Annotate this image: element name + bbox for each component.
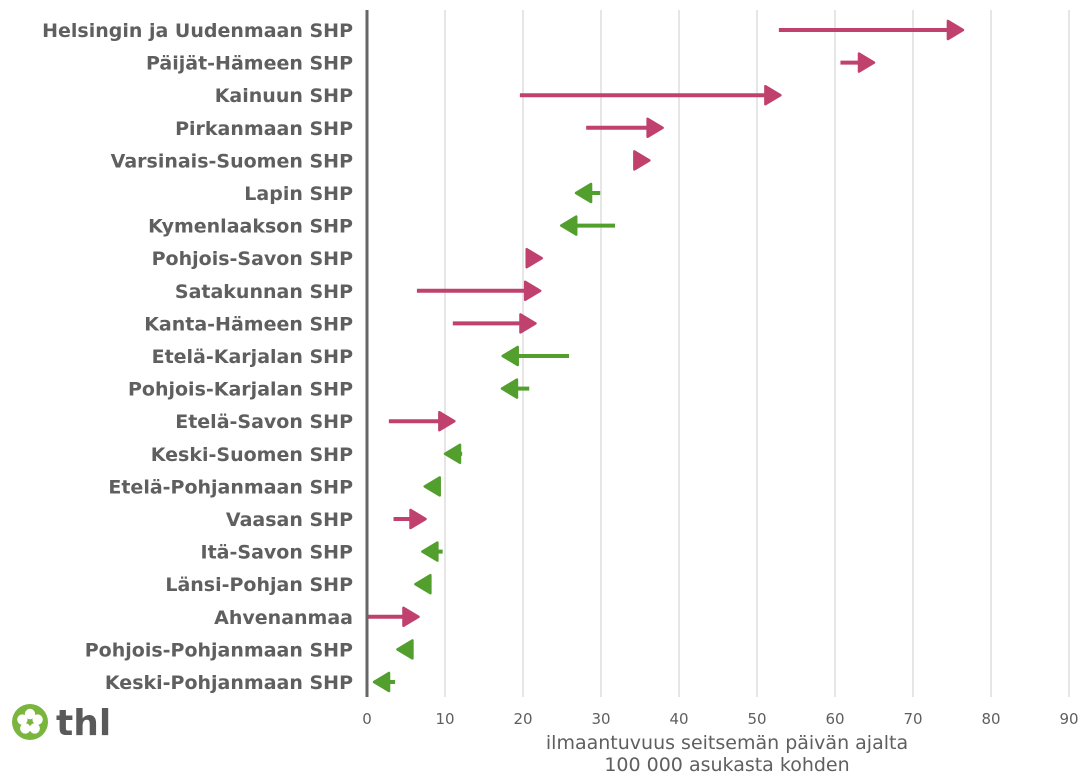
- arrow-head: [646, 117, 664, 139]
- flower-icon-petal: [17, 714, 28, 725]
- arrow-mark: [416, 280, 542, 302]
- category-label: Helsingin ja Uudenmaan SHP: [42, 20, 353, 42]
- arrow-mark: [840, 52, 876, 73]
- arrow-mark: [586, 117, 664, 139]
- category-label: Keski-Suomen SHP: [151, 444, 353, 466]
- grid-lines: [444, 10, 1070, 697]
- flower-icon-petal: [32, 714, 43, 725]
- category-label: Vaasan SHP: [226, 509, 353, 531]
- arrow-head: [946, 19, 965, 41]
- arrow-head: [372, 671, 391, 693]
- category-label: Lapin SHP: [244, 183, 353, 205]
- x-axis-title-line1: ilmaantuvuus seitsemän päivän ajalta: [546, 732, 908, 754]
- flower-icon-petal: [20, 723, 31, 734]
- arrow-head: [523, 280, 542, 302]
- arrow-head: [443, 443, 462, 465]
- arrow-head: [438, 410, 456, 432]
- logo-text: thl: [56, 703, 111, 744]
- arrow-head: [409, 508, 427, 530]
- arrow-head: [519, 313, 537, 334]
- arrow-mark: [574, 182, 601, 204]
- arrow-head: [764, 84, 782, 106]
- arrow-mark: [388, 410, 456, 432]
- x-tick-label: 90: [1059, 710, 1078, 728]
- category-label: Etelä-Karjalan SHP: [152, 346, 353, 368]
- x-tick-label: 70: [903, 710, 922, 728]
- arrow-mark: [559, 215, 616, 236]
- category-label: Kanta-Hämeen SHP: [144, 313, 353, 335]
- arrow-mark: [423, 476, 441, 497]
- arrow-mark: [633, 150, 651, 171]
- arrow-mark: [452, 313, 537, 334]
- category-label: Kainuun SHP: [215, 85, 353, 107]
- flower-icon-center: [27, 719, 33, 725]
- category-label: Ahvenanmaa: [214, 607, 353, 629]
- x-axis-title-line2: 100 000 asukasta kohden: [604, 754, 849, 775]
- arrow-head: [421, 541, 439, 562]
- arrow-head: [559, 215, 578, 236]
- category-label: Satakunnan SHP: [175, 281, 353, 303]
- arrow-mark: [501, 345, 570, 367]
- x-tick-labels: 0 10 20 30 40 50 60 70 80 90: [362, 710, 1078, 728]
- arrow-head: [501, 345, 519, 367]
- category-label: Pohjois-Pohjanmaan SHP: [85, 639, 353, 661]
- arrow-mark: [421, 541, 443, 562]
- arrow-head: [574, 182, 593, 204]
- arrow-series: [367, 19, 965, 693]
- x-tick-label: 40: [669, 710, 688, 728]
- arrow-head: [857, 52, 876, 73]
- arrow-mark: [372, 671, 396, 693]
- category-label: Pirkanmaan SHP: [175, 118, 353, 140]
- category-label: Varsinais-Suomen SHP: [111, 150, 353, 172]
- arrow-mark: [443, 443, 463, 465]
- category-label: Pohjois-Savon SHP: [152, 248, 353, 270]
- x-tick-label: 80: [981, 710, 1000, 728]
- x-tick-label: 50: [747, 710, 766, 728]
- category-label: Etelä-Pohjanmaan SHP: [108, 476, 353, 498]
- arrow-mark: [393, 508, 427, 530]
- arrow-mark: [367, 606, 420, 628]
- arrow-head: [396, 639, 414, 660]
- arrow-head: [500, 378, 519, 399]
- arrow-head: [633, 150, 651, 171]
- arrow-head: [414, 573, 432, 595]
- category-label: Keski-Pohjanmaan SHP: [105, 672, 353, 694]
- flower-icon: [12, 704, 48, 740]
- thl-logo: thl: [12, 703, 111, 744]
- category-label: Länsi-Pohjan SHP: [165, 574, 353, 596]
- arrow-head: [402, 606, 420, 628]
- category-label: Etelä-Savon SHP: [175, 411, 353, 433]
- flower-icon-petal: [24, 708, 36, 720]
- x-tick-label: 30: [591, 710, 610, 728]
- x-tick-label: 10: [435, 710, 454, 728]
- arrow-mark: [525, 247, 543, 269]
- x-tick-label: 20: [513, 710, 532, 728]
- category-label: Päijät-Hämeen SHP: [146, 53, 353, 75]
- x-tick-label: 0: [362, 710, 372, 728]
- arrow-mark: [519, 84, 782, 106]
- category-label: Itä-Savon SHP: [201, 542, 354, 564]
- category-labels: Helsingin ja Uudenmaan SHP Päijät-Hämeen …: [42, 20, 353, 694]
- flower-icon-petal: [29, 723, 40, 734]
- category-label: Pohjois-Karjalan SHP: [128, 379, 353, 401]
- arrow-head: [423, 476, 441, 497]
- arrow-mark: [778, 19, 965, 41]
- arrow-mark: [500, 378, 530, 399]
- arrow-mark: [414, 573, 432, 595]
- category-label: Kymenlaakson SHP: [148, 216, 353, 238]
- arrow-mark: [396, 639, 414, 660]
- arrow-head: [525, 247, 543, 269]
- x-tick-label: 60: [825, 710, 844, 728]
